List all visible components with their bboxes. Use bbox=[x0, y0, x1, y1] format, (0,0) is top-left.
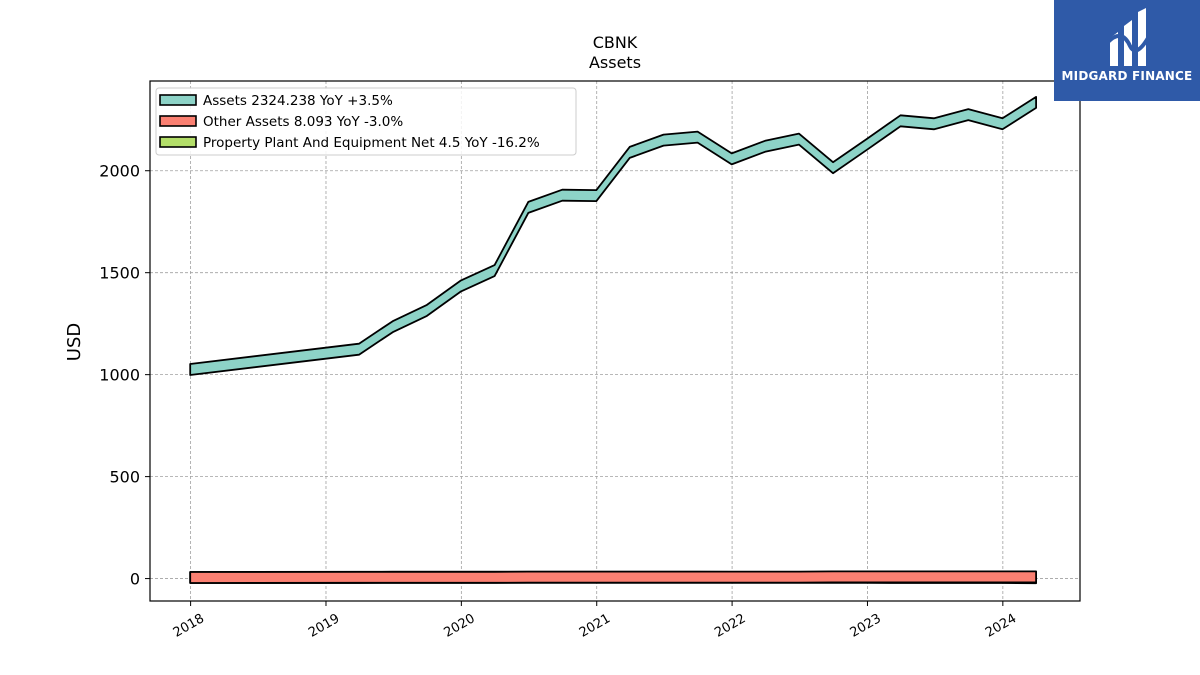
legend-box bbox=[155, 87, 577, 156]
x-tick-label: 2023 bbox=[848, 611, 884, 641]
chart-title: CBNK bbox=[593, 33, 638, 52]
x-tick-label: 2022 bbox=[712, 611, 748, 641]
legend-label: Property Plant And Equipment Net 4.5 YoY… bbox=[203, 135, 540, 151]
brand-mark-icon bbox=[1106, 8, 1150, 66]
y-axis-ticks: 0 500 1000 1500 2000 bbox=[99, 162, 150, 589]
y-tick-label: 2000 bbox=[99, 162, 140, 181]
brand-logo: MIDGARD FINANCE bbox=[1054, 0, 1200, 101]
brand-name: MIDGARD FINANCE bbox=[1061, 69, 1193, 83]
series-band-assets bbox=[189, 96, 1037, 376]
y-tick-label: 500 bbox=[109, 468, 140, 487]
plot-frame bbox=[149, 80, 1081, 602]
y-tick-label: 0 bbox=[130, 570, 140, 589]
legend-swatch bbox=[159, 136, 197, 148]
series-band-other-assets bbox=[189, 570, 1037, 584]
x-axis-ticks: 2018 2019 2020 2021 2022 2023 2024 bbox=[171, 601, 1019, 641]
series-layer bbox=[189, 96, 1037, 585]
x-tick-label: 2021 bbox=[577, 611, 613, 641]
legend: Assets 2324.238 YoY +3.5% Other Assets 8.… bbox=[155, 87, 577, 156]
chart-subtitle: Assets bbox=[589, 53, 641, 72]
y-tick-label: 1000 bbox=[99, 366, 140, 385]
legend-label: Other Assets 8.093 YoY -3.0% bbox=[203, 114, 403, 130]
legend-label: Assets 2324.238 YoY +3.5% bbox=[203, 93, 393, 109]
x-tick-label: 2024 bbox=[983, 611, 1019, 641]
legend-swatch bbox=[159, 94, 197, 106]
y-axis-label: USD bbox=[64, 323, 85, 361]
x-tick-label: 2020 bbox=[442, 611, 478, 641]
y-tick-label: 1500 bbox=[99, 264, 140, 283]
grid bbox=[150, 81, 1080, 601]
x-tick-label: 2019 bbox=[306, 611, 342, 641]
x-tick-label: 2018 bbox=[171, 611, 207, 641]
legend-swatch bbox=[159, 115, 197, 127]
